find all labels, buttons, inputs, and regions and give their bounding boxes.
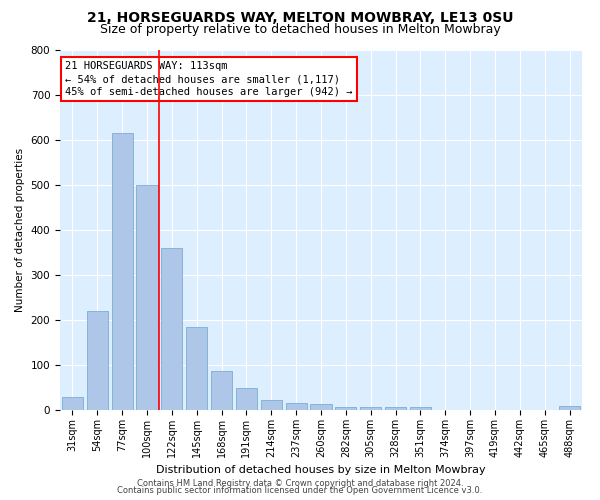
Bar: [559, 406, 580, 410]
Bar: [112, 133, 133, 410]
Text: Contains HM Land Registry data © Crown copyright and database right 2024.: Contains HM Land Registry data © Crown c…: [137, 478, 463, 488]
Text: 21 HORSEGUARDS WAY: 113sqm
← 54% of detached houses are smaller (1,117)
45% of s: 21 HORSEGUARDS WAY: 113sqm ← 54% of deta…: [65, 61, 353, 97]
Bar: [261, 400, 282, 410]
Bar: [360, 407, 381, 410]
Text: Size of property relative to detached houses in Melton Mowbray: Size of property relative to detached ho…: [100, 22, 500, 36]
Text: Contains public sector information licensed under the Open Government Licence v3: Contains public sector information licen…: [118, 486, 482, 495]
Bar: [161, 248, 182, 410]
X-axis label: Distribution of detached houses by size in Melton Mowbray: Distribution of detached houses by size …: [156, 466, 486, 475]
Bar: [286, 403, 307, 410]
Bar: [385, 407, 406, 410]
Bar: [62, 396, 83, 410]
Text: 21, HORSEGUARDS WAY, MELTON MOWBRAY, LE13 0SU: 21, HORSEGUARDS WAY, MELTON MOWBRAY, LE1…: [87, 11, 513, 25]
Bar: [410, 407, 431, 410]
Bar: [136, 185, 158, 410]
Bar: [310, 404, 332, 410]
Bar: [87, 311, 108, 410]
Bar: [335, 407, 356, 410]
Bar: [211, 371, 232, 410]
Bar: [236, 388, 257, 410]
Y-axis label: Number of detached properties: Number of detached properties: [15, 148, 25, 312]
Bar: [186, 327, 207, 410]
